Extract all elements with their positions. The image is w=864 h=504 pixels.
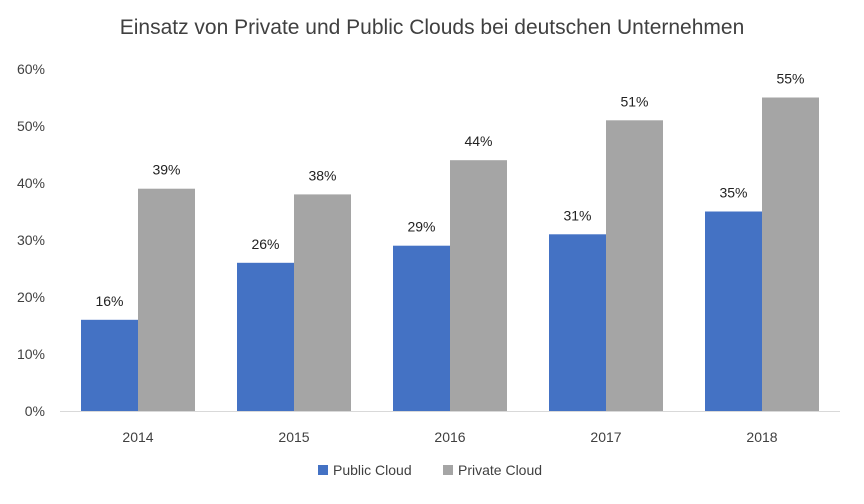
data-label: 38%: [308, 167, 336, 183]
bar-public-cloud-2018: [705, 211, 762, 411]
chart-title: Einsatz von Private und Public Clouds be…: [119, 16, 745, 39]
data-label: 31%: [563, 207, 591, 223]
x-tick-label: 2017: [590, 429, 621, 445]
bar-private-cloud-2015: [294, 194, 351, 411]
bar-private-cloud-2014: [138, 188, 195, 411]
bar-public-cloud-2017: [549, 234, 606, 411]
legend-swatch-public-cloud: [318, 465, 328, 475]
data-label: 26%: [251, 236, 279, 252]
x-tick-label: 2016: [434, 429, 465, 445]
y-tick-label: 40%: [17, 175, 45, 191]
bar-private-cloud-2016: [450, 160, 507, 411]
y-tick-label: 60%: [17, 61, 45, 77]
legend-label-private-cloud: Private Cloud: [458, 462, 542, 478]
data-label: 55%: [776, 71, 804, 87]
y-tick-label: 50%: [17, 118, 45, 134]
data-label: 51%: [620, 93, 648, 109]
y-tick-label: 10%: [17, 346, 45, 362]
y-tick-label: 30%: [17, 232, 45, 248]
x-tick-label: 2014: [122, 429, 153, 445]
bar-public-cloud-2014: [81, 319, 138, 411]
y-tick-label: 0%: [25, 403, 45, 419]
data-label: 35%: [719, 185, 747, 201]
data-label: 16%: [95, 293, 123, 309]
bar-private-cloud-2018: [762, 97, 819, 411]
bar-public-cloud-2016: [393, 245, 450, 411]
bar-public-cloud-2015: [237, 262, 294, 411]
y-tick-label: 20%: [17, 289, 45, 305]
data-label: 44%: [464, 133, 492, 149]
data-label: 39%: [152, 162, 180, 178]
data-label: 29%: [407, 219, 435, 235]
bar-private-cloud-2017: [606, 120, 663, 412]
x-tick-label: 2015: [278, 429, 309, 445]
legend-swatch-private-cloud: [443, 465, 453, 475]
legend-label-public-cloud: Public Cloud: [333, 462, 412, 478]
x-tick-label: 2018: [746, 429, 777, 445]
